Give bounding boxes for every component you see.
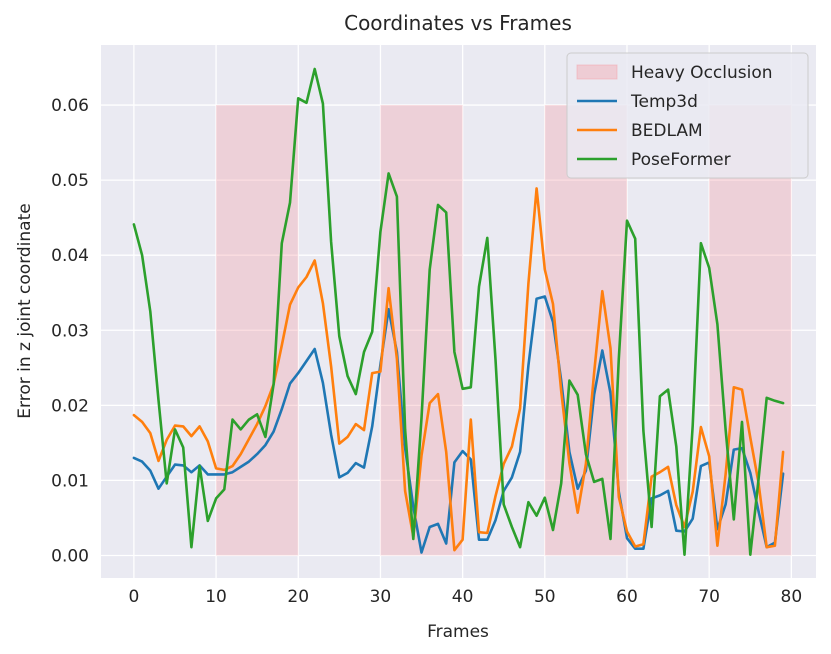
series-line-poseformer — [132, 67, 785, 557]
y-axis-label: Error in z joint coordinate — [15, 203, 35, 418]
y-tick-label: 0.03 — [51, 321, 89, 341]
x-tick-label: 40 — [452, 587, 474, 607]
occlusion-region — [709, 105, 792, 556]
y-tick-label: 0.06 — [51, 96, 89, 116]
series-line-temp3d — [132, 295, 785, 554]
series-lines — [132, 67, 785, 557]
x-tick-labels: 0 10 20 30 40 50 60 70 80 — [128, 587, 802, 607]
y-tick-labels: 0.00 0.01 0.02 0.03 0.04 0.05 0.06 — [51, 96, 89, 566]
x-axis-label: Frames — [427, 622, 489, 642]
x-tick-label: 0 — [128, 587, 139, 607]
y-tick-label: 0.01 — [51, 471, 89, 491]
x-tick-label: 70 — [698, 587, 720, 607]
x-tick-label: 60 — [616, 587, 638, 607]
x-tick-label: 80 — [781, 587, 803, 607]
x-tick-label: 50 — [534, 587, 556, 607]
x-tick-label: 30 — [370, 587, 392, 607]
chart-title: Coordinates vs Frames — [344, 11, 572, 35]
y-tick-label: 0.05 — [51, 171, 89, 191]
series-line-bedlam — [132, 187, 785, 552]
y-tick-label: 0.04 — [51, 246, 89, 266]
legend: Heavy Occlusion Temp3d BEDLAM PoseFormer — [566, 52, 809, 179]
legend-label: BEDLAM — [631, 121, 703, 141]
legend-box — [566, 52, 809, 179]
y-tick-label: 0.02 — [51, 396, 89, 416]
x-tick-label: 10 — [205, 587, 227, 607]
legend-label: Temp3d — [630, 92, 698, 112]
legend-label: PoseFormer — [631, 150, 731, 170]
occlusion-regions — [216, 105, 792, 556]
legend-swatch — [576, 64, 618, 80]
legend-label: Heavy Occlusion — [631, 63, 773, 83]
x-tick-label: 20 — [287, 587, 309, 607]
y-tick-label: 0.00 — [51, 546, 89, 566]
